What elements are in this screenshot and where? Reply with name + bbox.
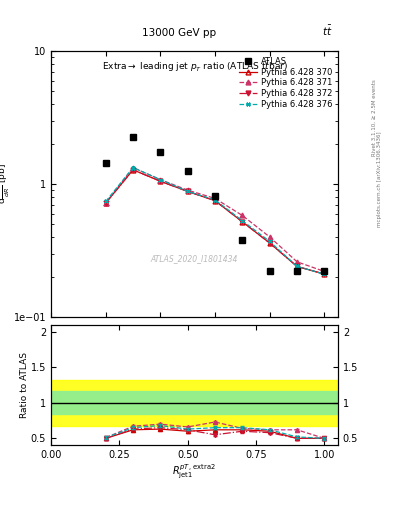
- ATLAS: [213, 193, 217, 199]
- Pythia 6.428 372: [213, 198, 217, 204]
- Pythia 6.428 371: [295, 259, 299, 265]
- Pythia 6.428 376: [295, 263, 299, 269]
- Pythia 6.428 376: [131, 164, 136, 170]
- Pythia 6.428 376: [322, 271, 327, 277]
- Bar: [51, 380, 338, 425]
- Pythia 6.428 370: [295, 263, 299, 269]
- Pythia 6.428 371: [103, 200, 108, 206]
- ATLAS: [103, 160, 108, 166]
- Pythia 6.428 376: [213, 197, 217, 203]
- Pythia 6.428 376: [185, 188, 190, 195]
- Text: Extra$\rightarrow$ leading jet $p_T$ ratio (ATLAS t$\bar{t}$bar): Extra$\rightarrow$ leading jet $p_T$ rat…: [101, 59, 288, 74]
- Text: $t\bar{t}$: $t\bar{t}$: [321, 24, 332, 38]
- Pythia 6.428 370: [103, 200, 108, 206]
- Line: Pythia 6.428 370: Pythia 6.428 370: [103, 167, 327, 276]
- ATLAS: [295, 268, 299, 274]
- Pythia 6.428 370: [213, 198, 217, 204]
- Line: Pythia 6.428 372: Pythia 6.428 372: [103, 167, 327, 276]
- ATLAS: [131, 134, 136, 140]
- Text: ATLAS_2020_I1801434: ATLAS_2020_I1801434: [151, 254, 238, 263]
- Pythia 6.428 371: [322, 268, 327, 274]
- ATLAS: [240, 237, 245, 243]
- Pythia 6.428 372: [267, 240, 272, 246]
- Pythia 6.428 372: [295, 263, 299, 269]
- Pythia 6.428 370: [267, 240, 272, 246]
- Line: Pythia 6.428 376: Pythia 6.428 376: [103, 165, 327, 276]
- Text: 13000 GeV pp: 13000 GeV pp: [142, 28, 216, 38]
- X-axis label: $R_{\rm jet1}^{pT,\,{\rm extra2}}$: $R_{\rm jet1}^{pT,\,{\rm extra2}}$: [173, 463, 217, 481]
- Pythia 6.428 376: [158, 177, 163, 183]
- Pythia 6.428 371: [185, 187, 190, 193]
- Y-axis label: Ratio to ATLAS: Ratio to ATLAS: [20, 352, 29, 418]
- Text: Rivet 3.1.10, ≥ 2.5M events: Rivet 3.1.10, ≥ 2.5M events: [372, 79, 376, 156]
- Pythia 6.428 371: [131, 164, 136, 170]
- Line: Pythia 6.428 371: Pythia 6.428 371: [103, 165, 327, 274]
- ATLAS: [322, 268, 327, 274]
- ATLAS: [185, 168, 190, 174]
- Pythia 6.428 376: [240, 218, 245, 224]
- Pythia 6.428 372: [131, 167, 136, 173]
- Text: mcplots.cern.ch [arXiv:1306.3436]: mcplots.cern.ch [arXiv:1306.3436]: [377, 132, 382, 227]
- Legend: ATLAS, Pythia 6.428 370, Pythia 6.428 371, Pythia 6.428 372, Pythia 6.428 376: ATLAS, Pythia 6.428 370, Pythia 6.428 37…: [237, 55, 334, 111]
- Pythia 6.428 376: [267, 239, 272, 245]
- Pythia 6.428 371: [267, 234, 272, 240]
- Pythia 6.428 370: [158, 178, 163, 184]
- Pythia 6.428 372: [322, 271, 327, 277]
- Pythia 6.428 371: [213, 195, 217, 201]
- Pythia 6.428 371: [158, 177, 163, 183]
- Pythia 6.428 372: [158, 178, 163, 184]
- Pythia 6.428 376: [103, 198, 108, 204]
- Pythia 6.428 372: [103, 200, 108, 206]
- Pythia 6.428 370: [322, 271, 327, 277]
- ATLAS: [158, 148, 163, 155]
- Bar: [51, 392, 338, 414]
- Pythia 6.428 370: [240, 219, 245, 225]
- Pythia 6.428 372: [240, 219, 245, 225]
- Pythia 6.428 372: [185, 188, 190, 195]
- Y-axis label: d$\frac{d^2\sigma}{dR}$ [pb]: d$\frac{d^2\sigma}{dR}$ [pb]: [0, 164, 12, 204]
- Pythia 6.428 370: [185, 188, 190, 195]
- Line: ATLAS: ATLAS: [103, 134, 327, 274]
- ATLAS: [267, 268, 272, 274]
- Pythia 6.428 370: [131, 167, 136, 173]
- Pythia 6.428 371: [240, 212, 245, 219]
